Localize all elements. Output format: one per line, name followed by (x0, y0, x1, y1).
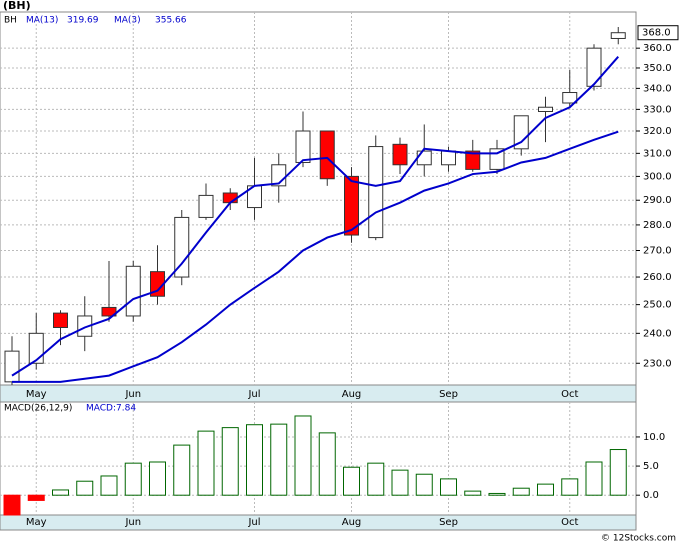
macd-value: MACD:7.84 (86, 404, 136, 414)
candle-body (562, 92, 578, 104)
macd-bar (343, 466, 360, 496)
price-label-box (637, 25, 679, 41)
y-tick-label: 360.0 (643, 43, 672, 54)
x-tick-label: Aug (342, 389, 362, 400)
macd-bar (27, 494, 45, 501)
candle-body (77, 315, 93, 337)
y-tick-label: 280.0 (643, 220, 672, 231)
macd-bar (3, 494, 21, 516)
candle-body (586, 47, 602, 87)
candle-body (538, 106, 553, 113)
legend-symbol: BH (4, 16, 17, 26)
candle-body (319, 130, 335, 180)
y-tick-label: 230.0 (643, 358, 672, 369)
candle-body (222, 192, 238, 204)
x-tick-label: Jul (247, 517, 260, 528)
x-tick-label: May (26, 517, 47, 528)
macd-bar (270, 423, 288, 496)
y-tick-label: 250.0 (643, 300, 672, 311)
macd-bar (100, 475, 118, 496)
macd-bar (197, 430, 215, 496)
macd-bar (585, 461, 603, 496)
macd-bar (221, 427, 239, 496)
candle-body (441, 150, 456, 166)
legend-name: MA(13) (26, 16, 58, 26)
ma-line (11, 56, 620, 377)
candle-body (53, 312, 68, 328)
macd-bar (561, 478, 579, 496)
ma-line (12, 130, 619, 383)
x-tick-label: Jul (247, 389, 260, 400)
candle-body (295, 130, 311, 163)
macd-bar (609, 449, 627, 496)
price-label: 368.0 (642, 28, 671, 39)
macd-bar (173, 444, 191, 496)
x-tick-label: Sep (439, 389, 458, 400)
macd-bar (537, 483, 554, 496)
macd-bar (488, 492, 506, 496)
macd-bar (367, 462, 385, 496)
y-tick-label: 260.0 (643, 272, 672, 283)
x-tick-label: Oct (561, 389, 578, 400)
candle-body (513, 115, 529, 150)
y-tick-label: 10.0 (643, 432, 665, 443)
x-tick-label: Sep (439, 517, 458, 528)
x-tick-label: Jun (124, 517, 141, 528)
macd-bar (76, 480, 94, 496)
legend-value: 355.66 (155, 16, 187, 26)
candle-body (465, 150, 481, 170)
macd-bar (294, 415, 312, 496)
legend-value: 319.69 (67, 16, 99, 26)
y-tick-label: 5.0 (643, 461, 659, 472)
macd-bar (464, 490, 482, 496)
y-tick-label: 300.0 (643, 171, 672, 182)
x-axis-strip (0, 514, 637, 531)
macd-bar (318, 432, 336, 496)
macd-bar (415, 473, 433, 496)
macd-bar (246, 424, 263, 496)
macd-bar (149, 461, 166, 496)
candle-body (4, 350, 20, 383)
macd-title: MACD(26,12,9) (4, 404, 72, 414)
y-tick-label: 350.0 (643, 63, 672, 74)
candle-body (198, 194, 214, 218)
y-tick-label: 320.0 (643, 126, 672, 137)
candle-body (416, 150, 432, 166)
watermark: © 12Stocks.com (601, 534, 676, 544)
candle-body (392, 143, 408, 166)
macd-bar (512, 487, 530, 496)
macd-bar (124, 462, 142, 496)
y-tick-label: 0.0 (643, 490, 659, 501)
x-tick-label: Jun (124, 389, 141, 400)
macd-bar (52, 489, 69, 496)
candle-body (344, 175, 359, 236)
candle-body (174, 216, 190, 278)
candle-body (101, 306, 117, 317)
y-tick-label: 330.0 (643, 104, 672, 115)
x-axis-strip (0, 384, 637, 403)
y-tick-label: 310.0 (643, 148, 672, 159)
y-tick-label: 240.0 (643, 328, 672, 339)
macd-bar (440, 478, 457, 496)
x-tick-label: Oct (561, 517, 578, 528)
y-tick-label: 340.0 (643, 83, 672, 94)
x-tick-label: Aug (342, 517, 362, 528)
candle-body (125, 265, 141, 317)
x-tick-label: May (26, 389, 47, 400)
chart-title: (BH) (3, 0, 31, 12)
y-tick-label: 290.0 (643, 195, 672, 206)
y-tick-label: 270.0 (643, 245, 672, 256)
legend-name: MA(3) (114, 16, 141, 26)
candle-body (610, 32, 626, 39)
macd-bar (391, 469, 409, 496)
candle-body (28, 332, 44, 364)
candle-body (368, 146, 384, 239)
